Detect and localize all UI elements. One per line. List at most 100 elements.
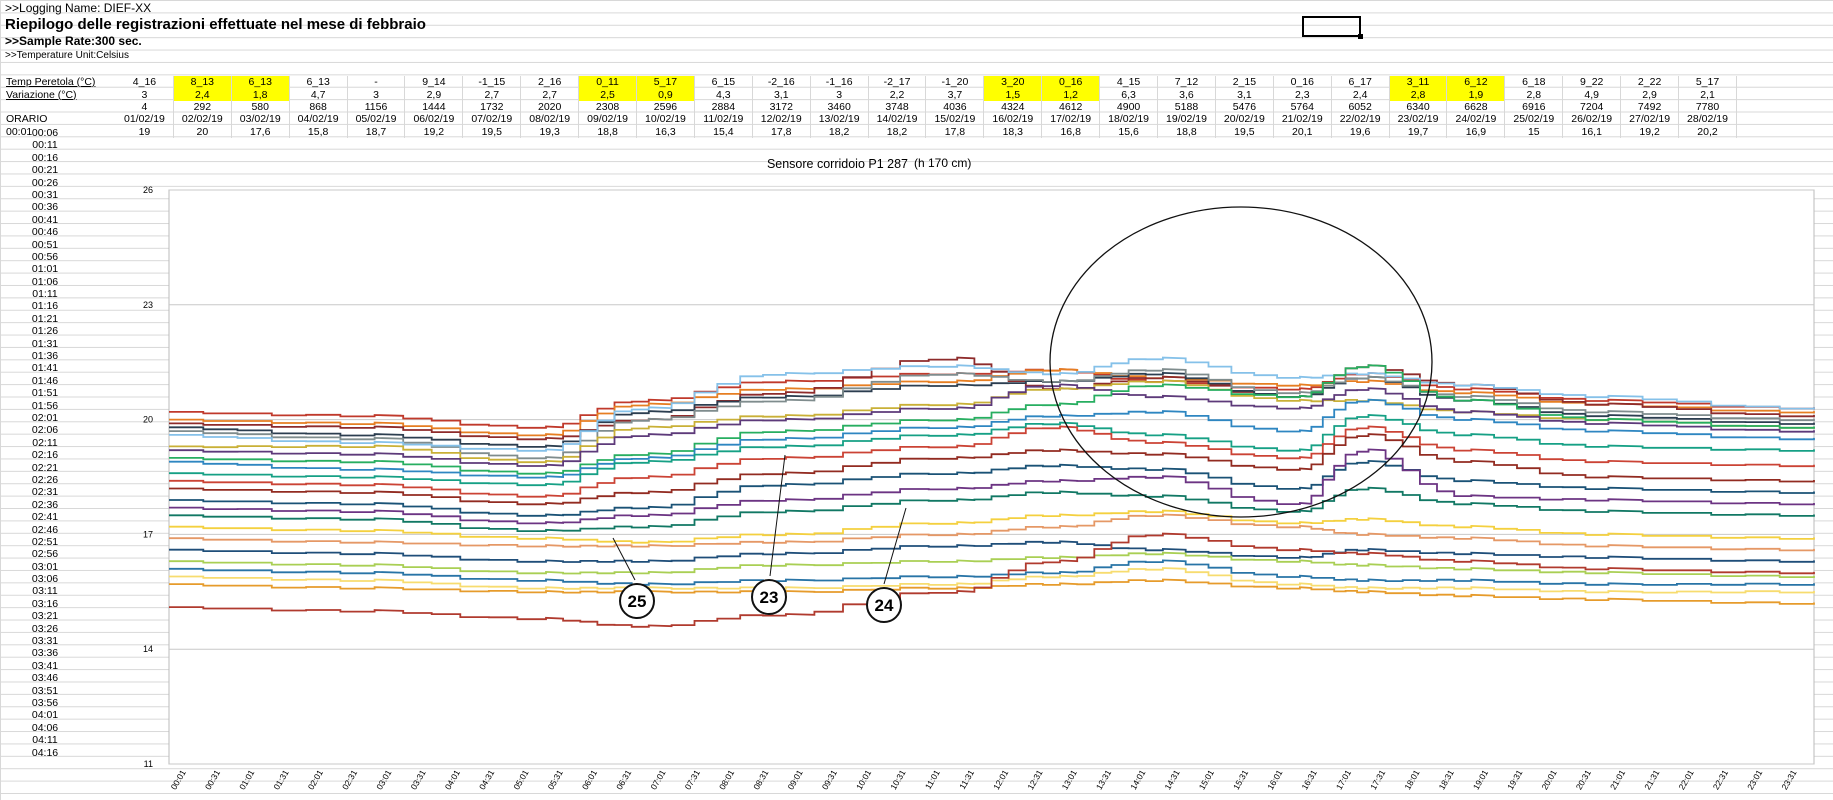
time-cell[interactable]: 03:01: [31, 560, 59, 573]
time-cell[interactable]: 01:36: [31, 350, 59, 363]
summary-cell[interactable]: 04/02/19: [289, 113, 348, 126]
summary-cell[interactable]: 1444: [404, 100, 464, 114]
summary-cell[interactable]: 3,6: [1157, 88, 1216, 101]
logging-name[interactable]: >>Logging Name: DIEF-XX: [5, 1, 152, 15]
summary-cell[interactable]: 4,9: [1562, 88, 1622, 101]
time-cell[interactable]: 04:11: [32, 734, 58, 747]
summary-cell[interactable]: 08/02/19: [520, 113, 580, 126]
summary-cell[interactable]: 3460: [810, 100, 869, 114]
summary-cell[interactable]: 07/02/19: [462, 113, 522, 126]
summary-cell[interactable]: 5188: [1157, 100, 1216, 114]
series-line-23[interactable]: [169, 578, 1815, 605]
summary-cell[interactable]: 28/02/19: [1678, 113, 1737, 126]
summary-cell[interactable]: 6628: [1446, 100, 1506, 114]
time-cell[interactable]: 01:26: [31, 325, 59, 338]
summary-cell[interactable]: 9_14: [404, 76, 464, 89]
series-line-2[interactable]: [169, 368, 1815, 437]
time-cell[interactable]: 00:16: [31, 151, 59, 164]
summary-cell[interactable]: 18,7: [347, 125, 406, 138]
time-cell[interactable]: 02:51: [31, 535, 59, 548]
summary-cell[interactable]: 2,1: [1678, 88, 1737, 101]
time-cell[interactable]: 00:31: [31, 188, 59, 201]
time-cell[interactable]: 01:11: [32, 288, 58, 301]
summary-cell[interactable]: 01/02/19: [116, 113, 174, 126]
summary-cell[interactable]: 3,1: [752, 88, 811, 101]
summary-cell[interactable]: 0_16: [1273, 76, 1332, 89]
summary-cell[interactable]: 16,1: [1562, 125, 1622, 138]
summary-cell[interactable]: 19,2: [1620, 125, 1680, 138]
summary-cell[interactable]: 580: [231, 100, 290, 114]
summary-cell[interactable]: 1,5: [983, 88, 1043, 101]
time-cell[interactable]: 03:41: [31, 659, 59, 672]
summary-cell[interactable]: 2_16: [520, 76, 580, 89]
summary-cell[interactable]: 6_17: [1331, 76, 1390, 89]
time-cell[interactable]: 01:56: [31, 399, 59, 412]
summary-cell[interactable]: 5476: [1215, 100, 1274, 114]
summary-cell[interactable]: 2,7: [520, 88, 580, 101]
summary-cell[interactable]: 20: [173, 125, 232, 138]
summary-cell[interactable]: 4900: [1099, 100, 1159, 114]
summary-cell[interactable]: 18,8: [578, 125, 638, 138]
summary-cell[interactable]: 6_18: [1504, 76, 1564, 89]
summary-cell[interactable]: 18,2: [868, 125, 927, 138]
time-cell[interactable]: 00:51: [31, 238, 59, 251]
series-line-15[interactable]: [169, 448, 1815, 525]
time-cell[interactable]: 02:31: [31, 486, 59, 499]
time-cell[interactable]: 03:56: [31, 696, 59, 709]
summary-cell[interactable]: 1,9: [1446, 88, 1506, 101]
summary-cell[interactable]: 18,2: [810, 125, 869, 138]
summary-cell[interactable]: 15,8: [289, 125, 348, 138]
summary-cell[interactable]: 3,7: [925, 88, 985, 101]
summary-cell[interactable]: 7492: [1620, 100, 1680, 114]
summary-cell[interactable]: -: [347, 76, 406, 89]
summary-cell[interactable]: 4,3: [694, 88, 753, 101]
summary-cell[interactable]: 16,3: [636, 125, 695, 138]
summary-cell[interactable]: 26/02/19: [1562, 113, 1622, 126]
summary-cell[interactable]: 7780: [1678, 100, 1737, 114]
summary-cell[interactable]: 27/02/19: [1620, 113, 1680, 126]
summary-cell[interactable]: 19,5: [1215, 125, 1274, 138]
series-line-21[interactable]: [169, 559, 1815, 586]
summary-cell[interactable]: 4: [116, 100, 174, 114]
summary-cell[interactable]: 292: [173, 100, 232, 114]
summary-cell[interactable]: 6_15: [694, 76, 753, 89]
summary-cell[interactable]: -1_20: [925, 76, 985, 89]
time-cell[interactable]: 01:06: [31, 275, 59, 288]
summary-cell[interactable]: 3: [116, 88, 174, 101]
summary-cell[interactable]: 2596: [636, 100, 695, 114]
summary-cell[interactable]: 0_11: [578, 76, 638, 89]
series-line-18[interactable]: [169, 513, 1815, 552]
time-cell[interactable]: 02:56: [31, 548, 59, 561]
summary-cell[interactable]: 5_17: [636, 76, 695, 89]
summary-cell[interactable]: 2,4: [1331, 88, 1390, 101]
row-label[interactable]: 00:01: [6, 125, 33, 138]
summary-cell[interactable]: 24/02/19: [1446, 113, 1506, 126]
summary-cell[interactable]: 11/02/19: [694, 113, 753, 126]
summary-cell[interactable]: 6,3: [1099, 88, 1159, 101]
summary-cell[interactable]: 2020: [520, 100, 580, 114]
sample-rate[interactable]: >>Sample Rate:300 sec.: [5, 34, 142, 48]
series-line-19[interactable]: [169, 540, 1815, 563]
series-line-16[interactable]: [169, 486, 1815, 532]
summary-cell[interactable]: 2,2: [868, 88, 927, 101]
time-cell[interactable]: 03:51: [31, 684, 59, 697]
summary-cell[interactable]: 17/02/19: [1041, 113, 1101, 126]
time-cell[interactable]: 01:41: [31, 362, 59, 375]
summary-cell[interactable]: 17,8: [752, 125, 811, 138]
series-line-10[interactable]: [169, 398, 1815, 479]
summary-cell[interactable]: 19: [116, 125, 174, 138]
summary-cell[interactable]: 19,7: [1389, 125, 1448, 138]
summary-cell[interactable]: 3: [347, 88, 406, 101]
time-cell[interactable]: 02:01: [31, 411, 59, 424]
summary-cell[interactable]: 13/02/19: [810, 113, 869, 126]
series-line-20[interactable]: [169, 551, 1815, 578]
summary-cell[interactable]: 19,6: [1331, 125, 1390, 138]
time-cell[interactable]: 02:06: [31, 424, 59, 437]
summary-cell[interactable]: 18/02/19: [1099, 113, 1159, 126]
summary-cell[interactable]: 02/02/19: [173, 113, 232, 126]
summary-cell[interactable]: 15/02/19: [925, 113, 985, 126]
series-line-24[interactable]: [169, 532, 1815, 628]
series-line-17[interactable]: [169, 509, 1815, 544]
summary-cell[interactable]: 19,5: [462, 125, 522, 138]
row-label[interactable]: [0, 101, 116, 113]
